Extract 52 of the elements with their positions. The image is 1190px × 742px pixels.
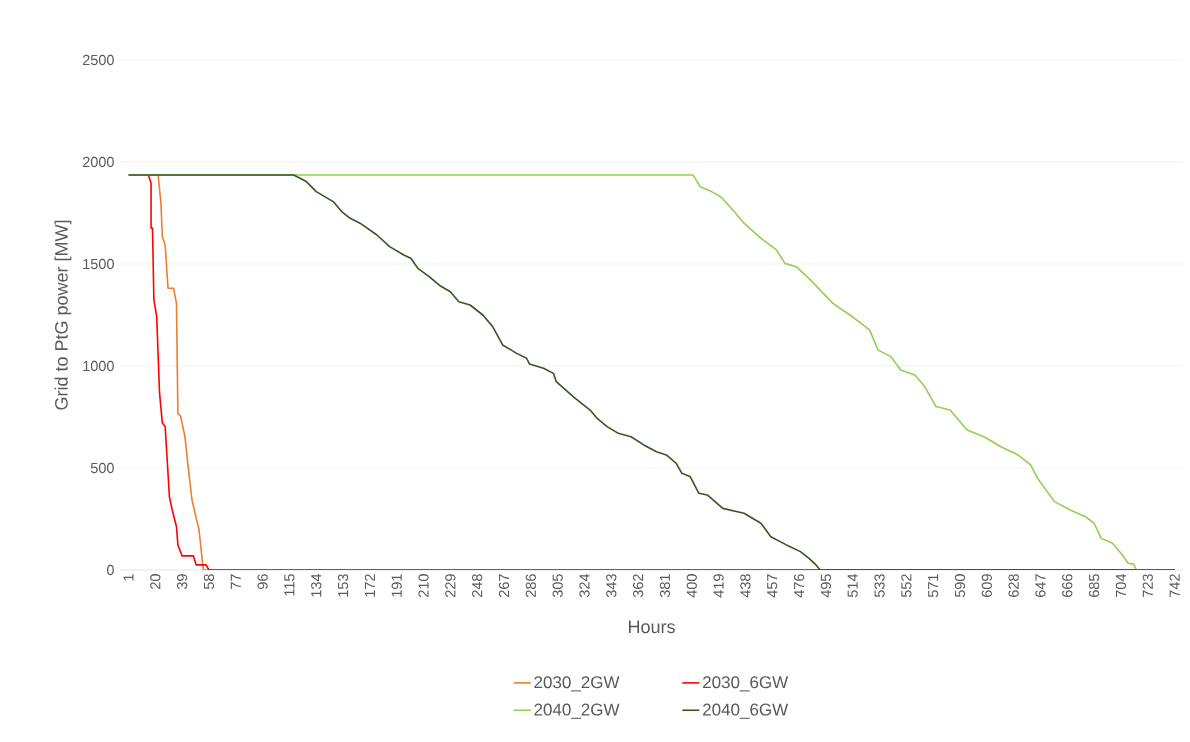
x-tick-label: 609 xyxy=(981,574,992,597)
legend-label: 2030_2GW xyxy=(534,676,620,692)
y-tick-label: 1500 xyxy=(83,258,114,270)
x-tick-label: 438 xyxy=(740,574,751,598)
x-tick-label: 457 xyxy=(767,574,778,598)
x-tick-label: 381 xyxy=(659,574,671,598)
x-tick-label: 58 xyxy=(203,574,215,590)
x-tick-label: 647 xyxy=(1035,574,1046,597)
x-tick-label: 77 xyxy=(230,574,241,589)
x-tick-label: 723 xyxy=(1142,574,1153,597)
x-tick-label: 286 xyxy=(525,574,536,597)
x-tick-label: 552 xyxy=(901,574,912,598)
x-tick-label: 343 xyxy=(606,574,617,598)
x-tick-label: 476 xyxy=(793,574,805,598)
x-tick-label: 571 xyxy=(928,574,939,598)
x-tick-label: 324 xyxy=(579,573,590,598)
x-tick-label: 514 xyxy=(847,573,858,598)
x-tick-label: 115 xyxy=(284,574,295,596)
x-tick-label: 134 xyxy=(311,573,322,597)
x-tick-label: 628 xyxy=(1008,574,1019,597)
y-tick-label: 0 xyxy=(106,564,114,576)
legend-label: 2040_6GW xyxy=(703,703,789,719)
x-tick-label: 590 xyxy=(954,574,966,598)
legend-label: 2040_2GW xyxy=(534,703,620,719)
x-tick-label: 210 xyxy=(418,574,429,597)
x-tick-label: 704 xyxy=(1115,573,1127,597)
x-tick-label: 172 xyxy=(364,574,375,597)
x-tick-label: 267 xyxy=(498,574,510,597)
x-tick-label: 362 xyxy=(632,574,644,598)
x-tick-label: 191 xyxy=(391,574,402,597)
y-tick-label: 1000 xyxy=(83,360,114,372)
x-tick-label: 229 xyxy=(445,574,456,597)
x-tick-label: 1 xyxy=(123,574,134,581)
x-tick-label: 153 xyxy=(337,574,349,597)
x-tick-label: 96 xyxy=(257,574,268,589)
x-tick-label: 419 xyxy=(713,574,724,598)
x-tick-label: 742 xyxy=(1169,574,1180,597)
x-tick-label: 39 xyxy=(176,574,188,590)
y-tick-label: 2500 xyxy=(82,54,114,66)
y-tick-label: 500 xyxy=(90,462,114,474)
y-tick-label: 2000 xyxy=(82,156,114,168)
x-tick-label: 495 xyxy=(820,574,832,598)
x-tick-label: 400 xyxy=(686,574,697,598)
x-tick-label: 305 xyxy=(552,574,563,598)
x-tick-label: 20 xyxy=(150,574,161,589)
x-tick-label: 248 xyxy=(472,574,483,597)
x-axis-title: Hours xyxy=(629,620,675,634)
x-tick-label: 685 xyxy=(1088,574,1100,597)
y-axis-title: Grid to PtG power [MW] xyxy=(54,220,72,410)
x-tick-label: 533 xyxy=(874,574,885,598)
legend-label: 2030_6GW xyxy=(703,676,789,692)
x-tick-label: 666 xyxy=(1062,574,1073,597)
